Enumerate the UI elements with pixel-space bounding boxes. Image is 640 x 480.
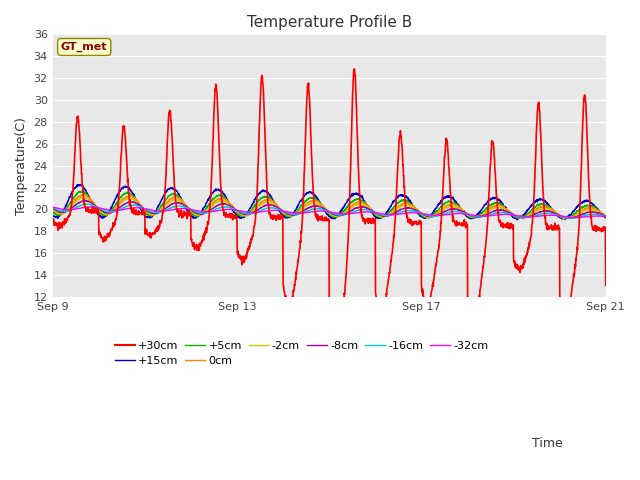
-32cm: [303, 210, 311, 216]
+15cm: [602, 215, 609, 221]
-8cm: [77, 199, 84, 204]
-16cm: [484, 212, 492, 218]
-2cm: [318, 204, 326, 210]
-32cm: [586, 214, 594, 219]
-16cm: [318, 206, 326, 212]
-16cm: [83, 201, 90, 207]
-8cm: [318, 205, 326, 211]
0cm: [484, 207, 492, 213]
-8cm: [567, 216, 575, 221]
Line: 0cm: 0cm: [52, 194, 605, 219]
Line: -32cm: -32cm: [52, 207, 605, 217]
-8cm: [484, 210, 492, 216]
+15cm: [513, 217, 521, 223]
+30cm: [317, 216, 325, 222]
+15cm: [76, 181, 84, 187]
-32cm: [586, 214, 594, 219]
-8cm: [49, 205, 56, 211]
0cm: [77, 192, 84, 198]
-16cm: [303, 208, 311, 214]
-2cm: [586, 207, 594, 213]
0cm: [318, 203, 326, 208]
Line: -16cm: -16cm: [52, 204, 605, 218]
+15cm: [318, 203, 326, 209]
-8cm: [602, 213, 609, 219]
-8cm: [303, 206, 311, 212]
Line: +5cm: +5cm: [52, 191, 605, 219]
+15cm: [586, 199, 594, 204]
+5cm: [484, 204, 492, 209]
0cm: [586, 205, 594, 211]
-16cm: [77, 203, 84, 208]
+5cm: [77, 189, 84, 195]
+5cm: [602, 214, 609, 219]
-32cm: [318, 208, 326, 214]
-32cm: [77, 205, 84, 211]
-2cm: [77, 195, 84, 201]
0cm: [562, 216, 570, 222]
Text: GT_met: GT_met: [61, 42, 108, 52]
-16cm: [586, 212, 594, 217]
Legend: +30cm, +15cm, +5cm, 0cm, -2cm, -8cm, -16cm, -32cm: +30cm, +15cm, +5cm, 0cm, -2cm, -8cm, -16…: [110, 336, 493, 371]
Line: +15cm: +15cm: [52, 184, 605, 220]
+5cm: [303, 196, 311, 202]
+30cm: [77, 161, 84, 167]
-16cm: [568, 216, 575, 221]
Line: -8cm: -8cm: [52, 201, 605, 218]
0cm: [586, 205, 594, 211]
+15cm: [484, 198, 492, 204]
+30cm: [602, 282, 609, 288]
-16cm: [586, 212, 594, 217]
-16cm: [602, 214, 609, 219]
Line: -2cm: -2cm: [52, 197, 605, 218]
+30cm: [485, 197, 493, 203]
0cm: [49, 205, 56, 211]
-8cm: [81, 198, 89, 204]
-8cm: [586, 209, 594, 215]
-32cm: [484, 213, 492, 219]
-16cm: [49, 204, 56, 210]
-2cm: [602, 213, 609, 219]
+5cm: [49, 208, 56, 214]
-32cm: [86, 204, 94, 210]
+15cm: [586, 199, 594, 205]
-2cm: [586, 207, 594, 213]
+15cm: [49, 213, 56, 218]
0cm: [303, 201, 311, 206]
+30cm: [330, 383, 338, 389]
Title: Temperature Profile B: Temperature Profile B: [246, 15, 412, 30]
+30cm: [351, 66, 358, 72]
Y-axis label: Temperature(C): Temperature(C): [15, 117, 28, 215]
+5cm: [586, 203, 594, 209]
+30cm: [303, 95, 311, 101]
+5cm: [79, 188, 86, 194]
-2cm: [484, 208, 492, 214]
+30cm: [586, 201, 594, 207]
-8cm: [586, 209, 594, 215]
+5cm: [318, 202, 326, 208]
0cm: [602, 213, 609, 219]
+15cm: [77, 183, 85, 189]
-2cm: [79, 194, 86, 200]
+5cm: [586, 203, 594, 208]
+5cm: [515, 216, 523, 222]
-2cm: [303, 203, 311, 208]
+30cm: [49, 216, 56, 222]
-32cm: [49, 204, 56, 210]
+15cm: [303, 190, 311, 195]
-32cm: [602, 214, 609, 219]
Line: +30cm: +30cm: [52, 69, 605, 386]
+30cm: [586, 206, 594, 212]
-32cm: [572, 215, 579, 220]
Text: Time: Time: [532, 437, 563, 450]
-2cm: [49, 206, 56, 212]
-2cm: [563, 216, 570, 221]
0cm: [81, 192, 89, 197]
